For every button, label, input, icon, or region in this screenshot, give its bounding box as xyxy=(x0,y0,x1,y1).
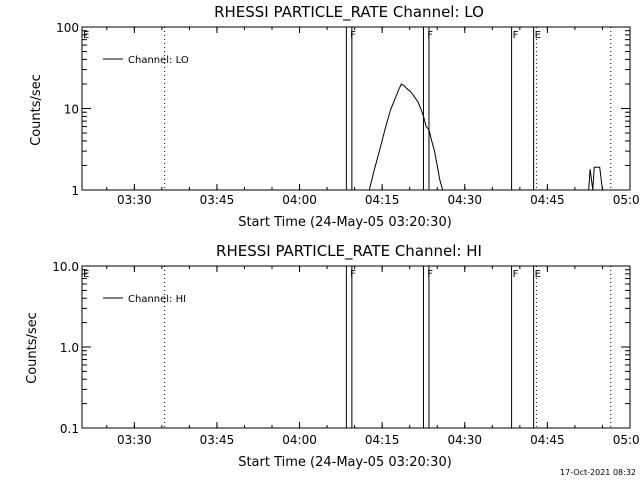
x-tick-label-lo: 04:00 xyxy=(282,193,317,207)
x-tick-label-hi: 04:45 xyxy=(530,433,565,447)
flag-label-hi: F xyxy=(350,269,356,280)
x-tick-label-hi: 05:00 xyxy=(613,433,640,447)
y-tick-label-lo: 1 xyxy=(71,184,79,198)
chart-panel-lo: RHESSI PARTICLE_RATE Channel: LO Start T… xyxy=(29,3,640,230)
y-axis-label-lo: Counts/sec xyxy=(29,74,44,146)
flag-label-lo: E xyxy=(535,30,541,41)
x-tick-label-hi: 04:15 xyxy=(365,433,400,447)
flag-label-hi: E xyxy=(83,269,89,280)
x-tick-label-hi: 03:45 xyxy=(200,433,235,447)
y-tick-label-lo: 10 xyxy=(64,103,79,117)
y-tick-label-hi: 0.1 xyxy=(60,422,79,436)
footer-timestamp: 17-Oct-2021 08:32 xyxy=(560,468,636,477)
x-tick-label-lo: 03:45 xyxy=(200,193,235,207)
x-tick-label-lo: 04:15 xyxy=(365,193,400,207)
x-axis-label-lo: Start Time (24-May-05 03:20:30) xyxy=(238,215,452,230)
y-axis-label-hi: Counts/sec xyxy=(25,312,40,384)
x-tick-label-hi: 04:30 xyxy=(447,433,482,447)
flag-label-hi: F xyxy=(427,269,433,280)
y-tick-label-hi: 1.0 xyxy=(60,341,79,355)
flag-label-lo: E xyxy=(83,30,89,41)
legend-hi: Channel: HI xyxy=(103,294,186,305)
x-tick-label-lo: 03:30 xyxy=(117,193,152,207)
flag-label-lo: F xyxy=(427,30,433,41)
x-tick-label-hi: 03:30 xyxy=(117,433,152,447)
flag-label-lo: F xyxy=(350,30,356,41)
x-tick-label-lo: 04:45 xyxy=(530,193,565,207)
x-tick-label-lo: 04:30 xyxy=(447,193,482,207)
series-line-lo xyxy=(368,83,444,191)
series-line-lo xyxy=(588,166,603,191)
x-tick-label-lo: 05:00 xyxy=(613,193,640,207)
flag-label-hi: F xyxy=(513,269,519,280)
flag-label-lo: F xyxy=(513,30,519,41)
flag-label-hi: E xyxy=(535,269,541,280)
legend-label-hi: Channel: HI xyxy=(128,294,186,305)
legend-label-lo: Channel: LO xyxy=(128,55,189,66)
x-axis-label-hi: Start Time (24-May-05 03:20:30) xyxy=(238,455,452,470)
y-tick-label-lo: 100 xyxy=(56,21,79,35)
chart-panel-hi: RHESSI PARTICLE_RATE Channel: HI Start T… xyxy=(25,242,640,470)
chart-title-hi: RHESSI PARTICLE_RATE Channel: HI xyxy=(216,242,482,261)
y-tick-label-hi: 10.0 xyxy=(52,260,79,274)
chart-title-lo: RHESSI PARTICLE_RATE Channel: LO xyxy=(214,3,484,22)
legend-lo: Channel: LO xyxy=(103,55,189,66)
x-tick-label-hi: 04:00 xyxy=(282,433,317,447)
